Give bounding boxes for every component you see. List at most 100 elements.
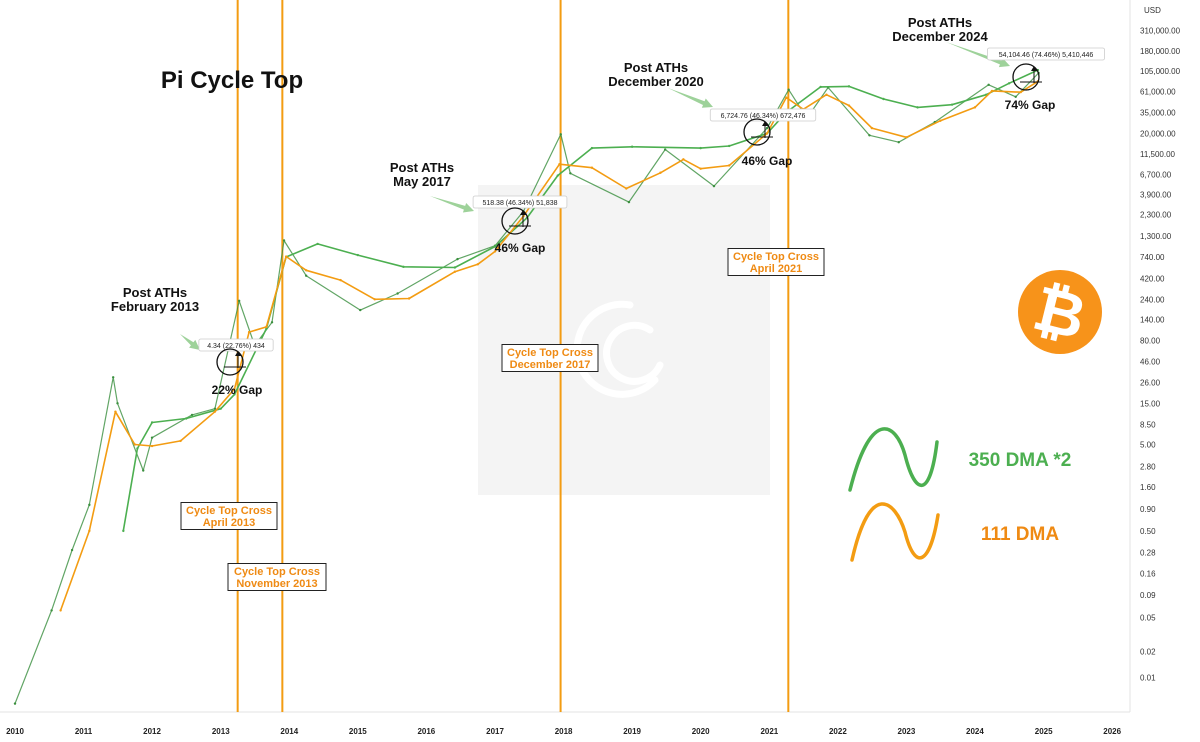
series-point	[870, 126, 874, 130]
cycle-top-cross-date: April 2021	[750, 263, 803, 275]
legend-111dma-label: 111 DMA	[981, 524, 1059, 545]
series-point	[88, 529, 91, 533]
series-point	[50, 609, 53, 612]
y-tick-label: 8.50	[1140, 421, 1156, 430]
series-point	[179, 439, 182, 443]
y-tick-label: 0.01	[1140, 674, 1156, 683]
series-point	[712, 184, 716, 188]
series-point	[407, 297, 411, 300]
measure-label: 518.38 (46.34%) 51,838	[482, 200, 557, 207]
series-point	[114, 410, 117, 413]
series-point	[1014, 95, 1017, 99]
gap-arrow-icon	[235, 351, 241, 356]
post-ath-label: Post ATHs	[123, 285, 187, 300]
series-point	[402, 265, 405, 269]
y-tick-label: 0.28	[1140, 549, 1156, 558]
series-point	[765, 126, 769, 130]
watermark-box	[478, 185, 770, 495]
series-point	[59, 609, 62, 612]
gap-label: 46% Gap	[495, 241, 546, 255]
x-tick-label: 2022	[829, 727, 847, 736]
series-point	[122, 529, 125, 533]
legend-111dma-wave-icon	[850, 502, 940, 562]
y-tick-label: 105,000.00	[1140, 67, 1181, 76]
series-point	[150, 421, 154, 424]
series-point	[70, 548, 74, 552]
post-ath-date: February 2013	[111, 299, 199, 314]
arrow-icon	[668, 88, 713, 108]
series-point	[556, 174, 559, 177]
cycle-top-cross-label: Cycle Top Cross	[234, 566, 320, 578]
series-point	[663, 148, 667, 151]
y-tick-label: 1,300.00	[1140, 232, 1172, 241]
gap-label: 22% Gap	[212, 383, 263, 397]
x-tick-label: 2023	[898, 727, 916, 736]
y-tick-label: 1.60	[1140, 483, 1156, 492]
series-point	[142, 469, 145, 472]
series-point	[785, 96, 788, 99]
series-point	[116, 402, 119, 405]
series-point	[233, 393, 236, 396]
x-tick-label: 2016	[417, 727, 435, 736]
x-tick-label: 2025	[1035, 727, 1053, 736]
y-tick-label: 0.90	[1140, 505, 1156, 514]
series-point	[270, 321, 274, 324]
x-tick-label: 2019	[623, 727, 641, 736]
y-tick-label: 0.02	[1140, 648, 1156, 657]
post-ath-label: Post ATHs	[908, 15, 972, 30]
y-tick-label: 240.00	[1140, 295, 1165, 304]
x-tick-label: 2020	[692, 727, 710, 736]
cycle-top-cross-label: Cycle Top Cross	[733, 251, 819, 263]
cycle-top-cross-box	[727, 248, 825, 276]
legend: 350 DMA *2 111 DMA	[848, 427, 1072, 562]
series-line-111-dma	[59, 80, 1039, 611]
gap-arrow-icon	[762, 121, 768, 126]
series-point	[559, 133, 562, 136]
series-point	[950, 103, 954, 106]
series-point	[905, 136, 908, 139]
series-point	[765, 132, 769, 135]
series-point	[359, 308, 362, 312]
series-point	[185, 417, 188, 420]
series-point	[316, 242, 319, 246]
legend-350dma-wave-icon	[848, 427, 939, 492]
y-tick-label: 0.16	[1140, 570, 1156, 579]
series-point	[304, 269, 308, 272]
series-point	[847, 104, 851, 107]
x-tick-label: 2011	[75, 727, 93, 736]
y-tick-label: 740.00	[1140, 253, 1165, 262]
series-point	[13, 702, 17, 705]
measure-label: 4.34 (22.76%) 434	[207, 343, 265, 350]
x-tick-label: 2014	[280, 727, 298, 736]
series-point	[213, 410, 217, 413]
legend-350dma-label: 350 DMA *2	[969, 450, 1072, 471]
series-point	[973, 106, 977, 109]
series-point	[476, 263, 479, 266]
series-point	[590, 146, 594, 150]
x-tick-label: 2021	[760, 727, 778, 736]
series-point	[625, 187, 628, 190]
series-point	[897, 141, 900, 144]
series-point	[493, 245, 497, 248]
gap-label: 46% Gap	[742, 154, 793, 168]
y-tick-label: 61,000.00	[1140, 88, 1176, 97]
series-point	[133, 443, 136, 446]
gap-arrow-icon	[1031, 66, 1037, 71]
series-point	[356, 253, 360, 257]
x-tick-label: 2012	[143, 727, 161, 736]
bitcoin-logo-icon: ₿	[1018, 270, 1102, 354]
cycle-top-cross-date: April 2013	[203, 517, 256, 529]
gap-circle	[501, 207, 529, 235]
series-point	[247, 330, 251, 334]
series-point	[916, 106, 919, 109]
series-point	[825, 93, 828, 96]
y-tick-label: 46.00	[1140, 357, 1161, 366]
chart-title: Pi Cycle Top	[161, 67, 303, 94]
series-point	[88, 503, 91, 507]
cycle-top-cross-box	[227, 563, 327, 591]
y-tick-label: 140.00	[1140, 316, 1165, 325]
cycle-top-cross-label: Cycle Top Cross	[186, 505, 272, 517]
post-ath-date: May 2017	[393, 174, 451, 189]
series-point	[990, 89, 994, 93]
series-point	[1019, 90, 1022, 94]
